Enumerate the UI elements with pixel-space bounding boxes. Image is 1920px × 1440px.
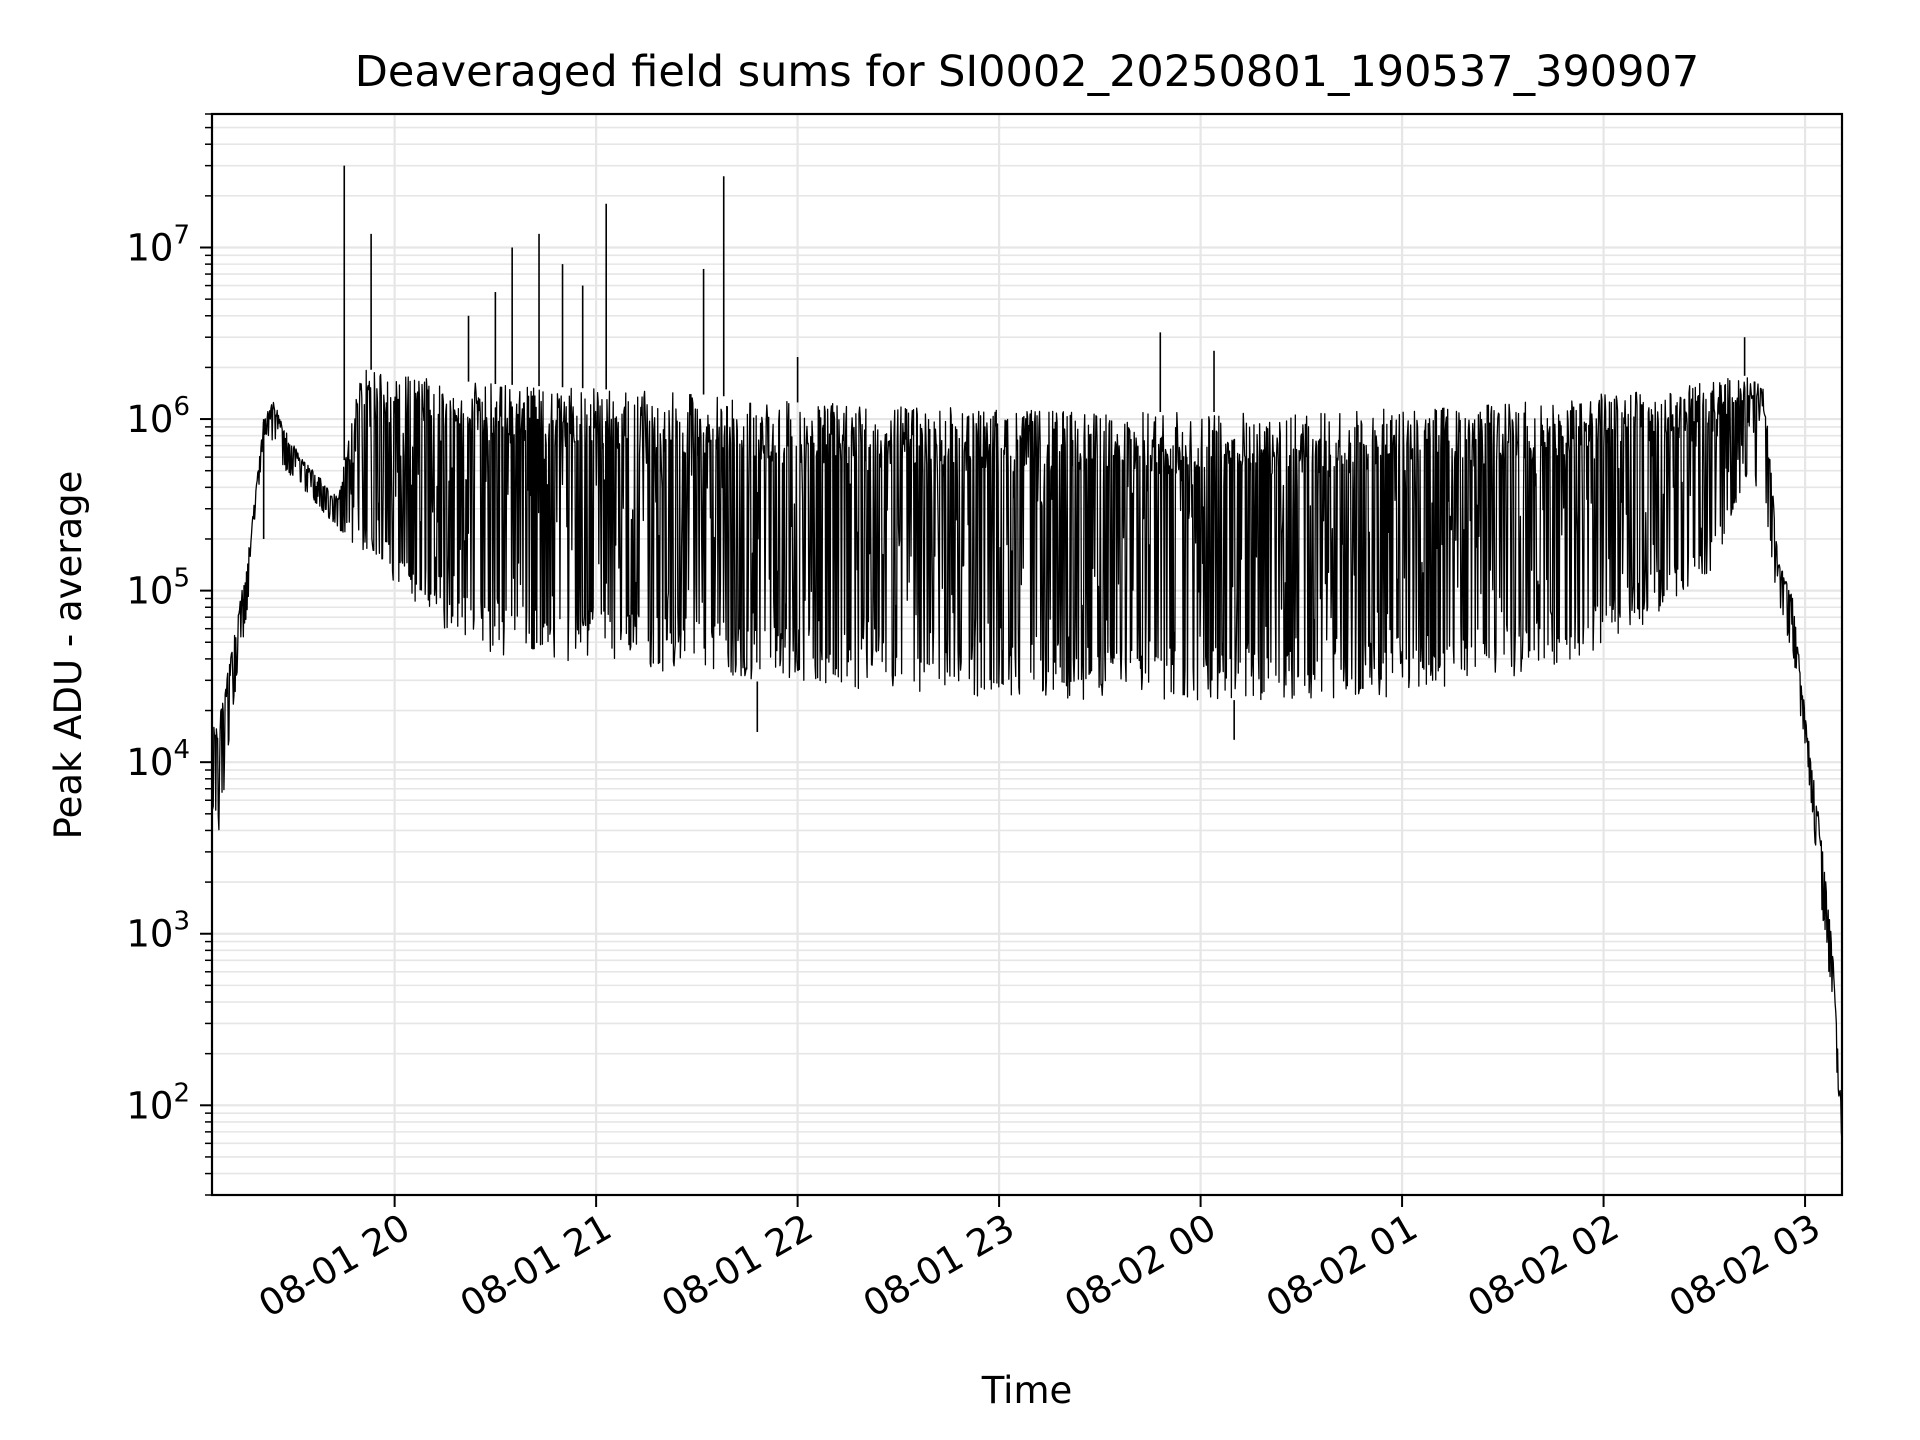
y-axis-ticks: 102 103 104 105 106 107 xyxy=(126,113,212,1196)
series-trace xyxy=(211,369,1843,1143)
x-axis-ticks: 08-01 20 08-01 21 08-01 22 08-01 23 08-02 00… xyxy=(252,1195,1828,1326)
y-tick-label: 104 xyxy=(126,735,190,784)
y-tick-label: 102 xyxy=(126,1078,190,1127)
x-tick-label: 08-02 01 xyxy=(1259,1206,1425,1326)
y-tick-label: 107 xyxy=(126,220,190,269)
x-tick-label: 08-02 00 xyxy=(1058,1206,1224,1326)
grid xyxy=(212,113,1842,1196)
plot-area xyxy=(211,165,1843,1143)
axes xyxy=(210,112,1844,1197)
x-tick-label: 08-02 03 xyxy=(1662,1206,1828,1326)
x-tick-label: 08-01 22 xyxy=(655,1206,821,1326)
x-tick-label: 08-01 20 xyxy=(252,1206,418,1326)
x-tick-label: 08-01 23 xyxy=(856,1206,1022,1326)
y-tick-label: 105 xyxy=(126,564,190,613)
x-axis-label: Time xyxy=(981,1369,1073,1412)
plot-frame xyxy=(210,112,1844,1197)
x-tick-label: 08-01 21 xyxy=(453,1206,619,1326)
chart-title: Deaveraged field sums for SI0002_2025080… xyxy=(355,47,1700,97)
y-tick-label: 103 xyxy=(126,907,190,956)
y-tick-label: 106 xyxy=(126,392,190,441)
x-tick-label: 08-02 02 xyxy=(1460,1206,1626,1326)
y-axis-label: Peak ADU - average xyxy=(47,471,90,840)
